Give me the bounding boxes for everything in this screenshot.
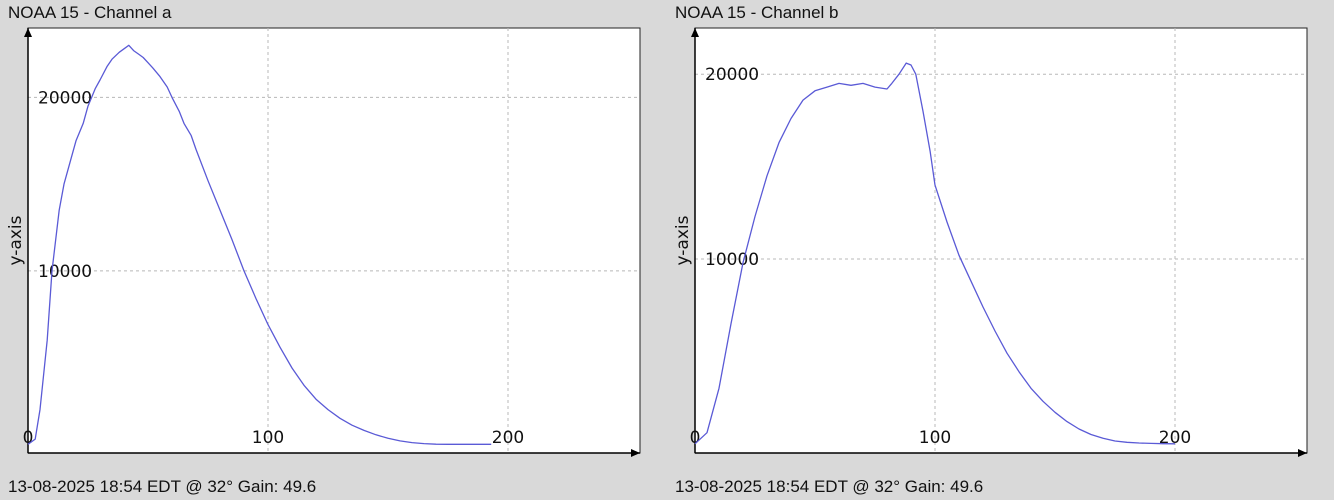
plot-area [694, 27, 1308, 454]
y-tick-label: 10000 [38, 262, 92, 282]
y-tick-label: 20000 [705, 65, 759, 85]
series-line [694, 62, 1176, 445]
chart-footer: 13-08-2025 18:54 EDT @ 32° Gain: 49.6 [8, 477, 317, 496]
chart-title: NOAA 15 - Channel b [675, 3, 839, 22]
x-tick-label: 0 [690, 428, 701, 448]
x-tick-label: 0 [23, 428, 34, 448]
chart-svg: 0 100 200 10000 20000 y-axis [673, 27, 1308, 457]
y-axis-label: y-axis [673, 215, 693, 265]
chart-svg: 0 100 200 10000 20000 y-axis [6, 27, 641, 457]
plot-area [27, 27, 641, 454]
series-line [27, 44, 492, 445]
x-axis-arrow [631, 449, 640, 457]
x-tick-label: 200 [1159, 428, 1191, 448]
y-axis-label: y-axis [6, 215, 26, 265]
y-tick-label: 20000 [38, 88, 92, 108]
chart-title: NOAA 15 - Channel a [8, 3, 172, 22]
chart-panel-channel-b: NOAA 15 - Channel b 0 100 200 10000 20000 y-a… [667, 0, 1334, 500]
x-tick-label: 200 [492, 428, 524, 448]
x-axis-arrow [1298, 449, 1307, 457]
chart-panel-channel-a: NOAA 15 - Channel a 0 100 200 10000 20000 y-a… [6, 3, 641, 496]
y-tick-label: 10000 [705, 250, 759, 270]
y-axis-arrow [24, 28, 32, 37]
chart-footer: 13-08-2025 18:54 EDT @ 32° Gain: 49.6 [675, 477, 984, 496]
x-tick-label: 100 [919, 428, 951, 448]
x-tick-label: 100 [252, 428, 284, 448]
y-axis-arrow [691, 28, 699, 37]
